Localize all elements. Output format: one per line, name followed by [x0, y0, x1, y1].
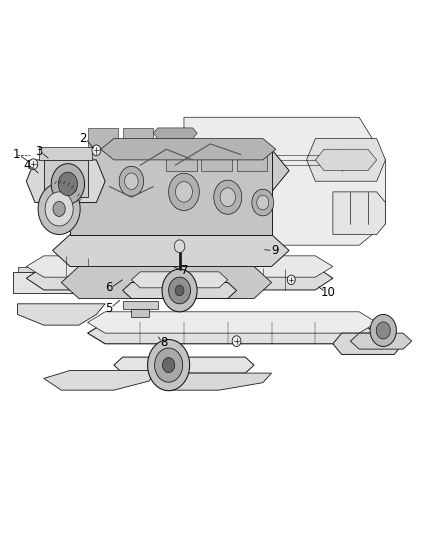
Polygon shape	[38, 183, 80, 235]
Polygon shape	[252, 189, 274, 216]
Polygon shape	[333, 333, 403, 354]
Polygon shape	[174, 240, 185, 253]
Text: 3: 3	[35, 146, 42, 158]
Polygon shape	[333, 192, 385, 235]
Polygon shape	[53, 149, 289, 192]
Polygon shape	[26, 266, 333, 290]
Polygon shape	[88, 128, 118, 149]
Polygon shape	[232, 336, 241, 346]
Polygon shape	[131, 309, 149, 317]
Polygon shape	[26, 160, 105, 203]
Text: 4: 4	[23, 159, 31, 172]
Polygon shape	[169, 173, 199, 211]
Polygon shape	[13, 272, 79, 293]
Polygon shape	[287, 275, 295, 285]
Polygon shape	[18, 266, 61, 288]
Polygon shape	[101, 139, 276, 160]
Text: 5: 5	[105, 302, 112, 314]
Polygon shape	[153, 128, 197, 139]
Polygon shape	[51, 164, 85, 204]
Polygon shape	[307, 139, 385, 181]
Polygon shape	[123, 301, 158, 309]
Polygon shape	[70, 149, 272, 235]
Polygon shape	[39, 147, 92, 160]
Polygon shape	[44, 370, 158, 390]
Polygon shape	[155, 348, 183, 382]
Text: 6: 6	[105, 281, 113, 294]
Polygon shape	[162, 358, 175, 373]
Text: 8: 8	[161, 336, 168, 349]
Text: 10: 10	[320, 286, 335, 298]
Polygon shape	[53, 201, 65, 216]
Text: 2: 2	[79, 132, 87, 145]
Polygon shape	[88, 322, 377, 344]
Polygon shape	[162, 269, 197, 312]
Polygon shape	[114, 357, 254, 373]
Polygon shape	[220, 188, 236, 207]
Polygon shape	[214, 180, 242, 214]
Polygon shape	[58, 172, 78, 196]
Polygon shape	[119, 166, 144, 196]
Text: 7: 7	[181, 264, 189, 277]
Polygon shape	[176, 182, 192, 202]
Polygon shape	[44, 160, 88, 197]
Polygon shape	[26, 256, 333, 277]
Polygon shape	[61, 266, 272, 298]
Polygon shape	[53, 235, 289, 266]
Text: 1: 1	[13, 148, 21, 161]
Polygon shape	[237, 149, 267, 171]
Polygon shape	[158, 373, 272, 390]
Polygon shape	[166, 149, 197, 171]
Polygon shape	[184, 117, 385, 245]
Polygon shape	[45, 192, 73, 226]
Polygon shape	[376, 322, 390, 339]
Polygon shape	[88, 312, 377, 333]
Text: 9: 9	[271, 244, 279, 257]
Polygon shape	[123, 282, 237, 298]
Polygon shape	[158, 128, 188, 149]
Polygon shape	[370, 314, 396, 346]
Polygon shape	[350, 333, 412, 349]
Polygon shape	[315, 149, 377, 171]
Polygon shape	[123, 128, 153, 149]
Polygon shape	[29, 159, 38, 169]
Polygon shape	[125, 173, 138, 189]
Polygon shape	[18, 304, 105, 325]
Polygon shape	[148, 340, 190, 391]
Polygon shape	[201, 149, 232, 171]
Polygon shape	[131, 272, 228, 288]
Polygon shape	[169, 277, 191, 304]
Polygon shape	[175, 285, 184, 296]
Polygon shape	[92, 145, 101, 156]
Polygon shape	[257, 195, 269, 210]
